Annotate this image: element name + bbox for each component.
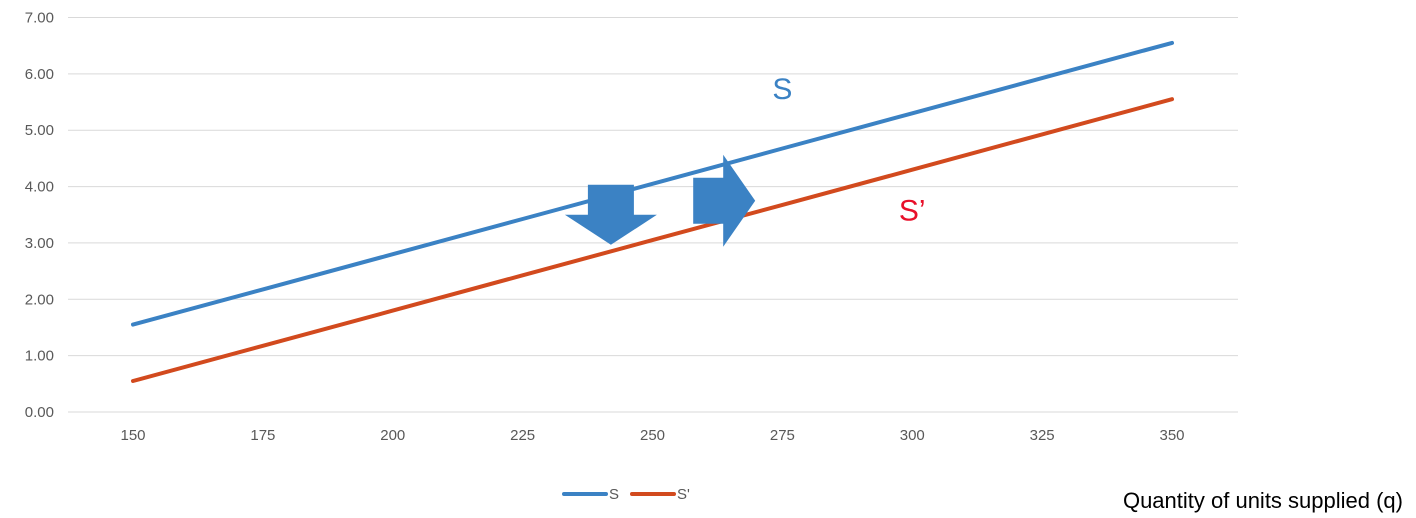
y-tick-label: 1.00 [25,348,54,365]
y-axis-ticks: 0.00 1.00 2.00 3.00 4.00 5.00 6.00 7.00 [25,10,54,422]
curve-annotations: S S’ [772,73,925,227]
x-tick-label: 150 [120,427,145,444]
x-tick-label: 200 [380,427,405,444]
x-tick-label: 250 [640,427,665,444]
x-tick-label: 175 [250,427,275,444]
y-tick-label: 4.00 [25,179,54,196]
right-arrow [693,154,756,247]
x-tick-label: 325 [1030,427,1055,444]
x-axis-title: Quantity of units supplied (q) [1123,488,1403,513]
y-tick-label: 0.00 [25,404,54,421]
series-lines [131,40,1174,383]
down-arrow [564,184,657,245]
legend-label: S' [677,486,690,503]
x-axis-ticks: 150 175 200 225 250 275 300 325 350 [120,427,1184,444]
x-tick-label: 225 [510,427,535,444]
y-tick-label: 5.00 [25,122,54,139]
gridlines [68,17,1238,413]
legend: S S' [562,486,690,503]
curve-label: S’ [899,194,926,227]
x-tick-label: 300 [900,427,925,444]
series-line-s [131,40,1174,327]
y-tick-label: 3.00 [25,235,54,252]
x-tick-label: 275 [770,427,795,444]
y-tick-label: 2.00 [25,291,54,308]
curve-label: S [772,73,792,106]
x-tick-label: 350 [1159,427,1184,444]
legend-label: S [609,486,619,503]
shift-arrows [564,154,756,247]
y-tick-label: 7.00 [25,10,54,27]
y-tick-label: 6.00 [25,66,54,83]
series-line-s-prime [131,97,1174,383]
